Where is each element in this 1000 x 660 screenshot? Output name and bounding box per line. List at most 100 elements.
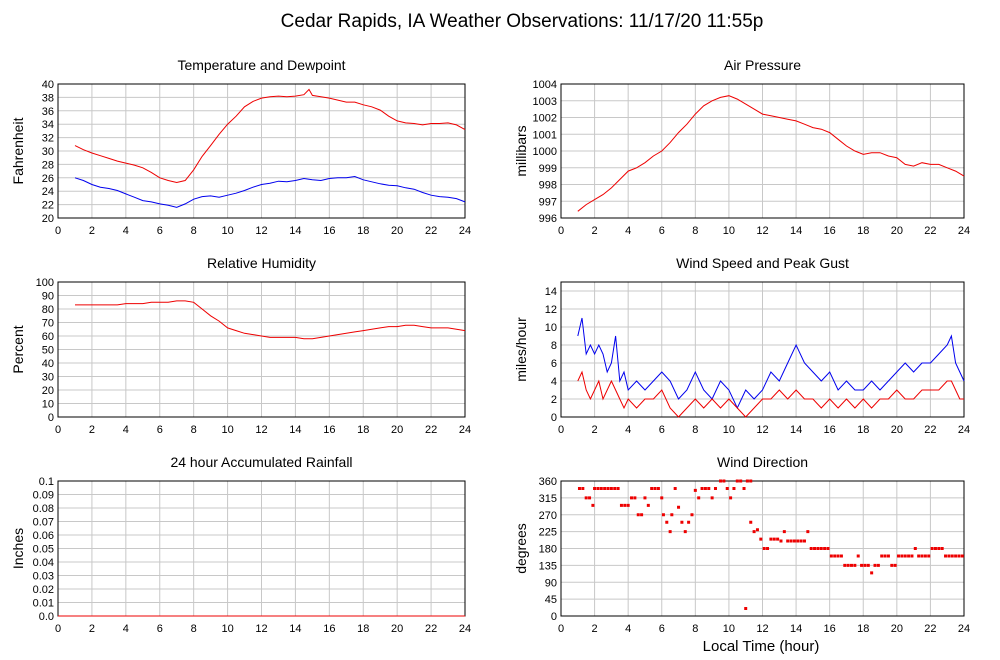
data-point (693, 488, 697, 492)
data-point (782, 530, 786, 534)
data-point (697, 496, 701, 500)
y-tick-label: 0.05 (33, 544, 54, 556)
data-point (687, 520, 691, 524)
data-point (646, 503, 650, 507)
y-tick-label: 100 (36, 277, 54, 289)
x-tick-label: 24 (958, 424, 970, 436)
x-tick-label: 6 (659, 225, 665, 237)
data-point (650, 487, 654, 490)
data-point (603, 487, 607, 490)
data-point (581, 487, 585, 490)
x-tick-label: 12 (756, 424, 768, 436)
x-tick-label: 24 (459, 623, 471, 635)
data-point (653, 487, 657, 490)
data-point (947, 554, 951, 558)
series-line-0 (577, 317, 965, 410)
data-point (789, 539, 793, 543)
data-point (944, 554, 948, 558)
data-point (656, 487, 660, 490)
x-tick-label: 2 (592, 225, 598, 237)
data-point (584, 496, 588, 500)
x-tick-label: 14 (289, 623, 301, 635)
x-tick-label: 6 (157, 623, 163, 635)
data-point (937, 547, 941, 550)
x-tick-label: 8 (692, 225, 698, 237)
series-line-0 (577, 95, 965, 212)
data-point (863, 563, 867, 567)
x-tick-label: 6 (659, 623, 665, 635)
y-tick-label: 60 (42, 331, 54, 343)
data-point (866, 563, 870, 567)
y-tick-label: 10 (42, 399, 54, 411)
y-tick-label: 90 (42, 291, 54, 303)
x-tick-label: 0 (55, 623, 61, 635)
data-point (673, 487, 677, 490)
data-point (596, 487, 600, 490)
y-tick-label: 270 (539, 510, 557, 522)
x-tick-label: 8 (191, 424, 197, 436)
data-point (719, 479, 723, 483)
data-point (843, 563, 847, 567)
y-tick-label: 0.0 (39, 611, 54, 623)
x-tick-label: 24 (459, 225, 471, 237)
data-point (960, 554, 964, 558)
y-tick-label: 36 (42, 106, 54, 118)
y-tick-label: 40 (42, 79, 54, 91)
data-point (823, 547, 827, 550)
data-point (846, 563, 850, 567)
y-tick-label: 360 (539, 476, 557, 488)
y-tick-label: 30 (42, 372, 54, 384)
x-tick-label: 24 (958, 623, 970, 635)
y-tick-label: 20 (42, 213, 54, 225)
data-point (893, 563, 897, 567)
x-tick-label: 4 (123, 623, 129, 635)
data-point (599, 487, 603, 490)
data-point (910, 554, 914, 558)
y-tick-label: 998 (539, 180, 557, 192)
data-point (749, 520, 753, 524)
x-tick-label: 0 (55, 225, 61, 237)
chart-title: Temperature and Dewpoint (177, 57, 345, 73)
x-tick-label: 20 (891, 623, 903, 635)
x-tick-label: 8 (692, 623, 698, 635)
data-point (903, 554, 907, 558)
data-point (643, 496, 647, 500)
data-point (799, 539, 803, 543)
chart-temp: 0 2 4 6 8 10 12 14 16 18 20 22 242022242628303234363… (10, 57, 471, 237)
data-point (729, 496, 733, 500)
y-tick-label: 45 (545, 594, 557, 606)
data-point (680, 520, 684, 524)
data-point (759, 537, 763, 541)
x-tick-label: 14 (790, 225, 802, 237)
x-tick-label: 18 (857, 424, 869, 436)
y-axis-label: millibars (513, 125, 529, 176)
x-tick-label: 18 (357, 424, 369, 436)
data-point (665, 520, 669, 524)
x-tick-label: 22 (425, 225, 437, 237)
y-tick-label: 0.09 (33, 490, 54, 502)
x-tick-label: 2 (89, 623, 95, 635)
x-tick-label: 2 (89, 424, 95, 436)
y-tick-label: 12 (545, 304, 557, 316)
data-point (930, 547, 934, 550)
data-point (749, 479, 753, 483)
data-point (593, 487, 597, 490)
data-point (640, 513, 644, 517)
series-line-0 (75, 300, 466, 340)
x-tick-label: 4 (625, 424, 631, 436)
data-point (722, 479, 726, 483)
x-tick-label: 22 (924, 424, 936, 436)
y-tick-label: 996 (539, 213, 557, 225)
x-tick-label: 0 (558, 424, 564, 436)
y-tick-label: 70 (42, 318, 54, 330)
y-tick-label: 0 (551, 412, 557, 424)
y-tick-label: 30 (42, 146, 54, 158)
y-tick-label: 0.06 (33, 530, 54, 542)
data-point (860, 563, 864, 567)
chart-title: Air Pressure (724, 57, 801, 73)
data-point (752, 530, 756, 534)
x-tick-label: 18 (357, 225, 369, 237)
plot-frame (57, 281, 466, 418)
data-point (630, 496, 634, 500)
